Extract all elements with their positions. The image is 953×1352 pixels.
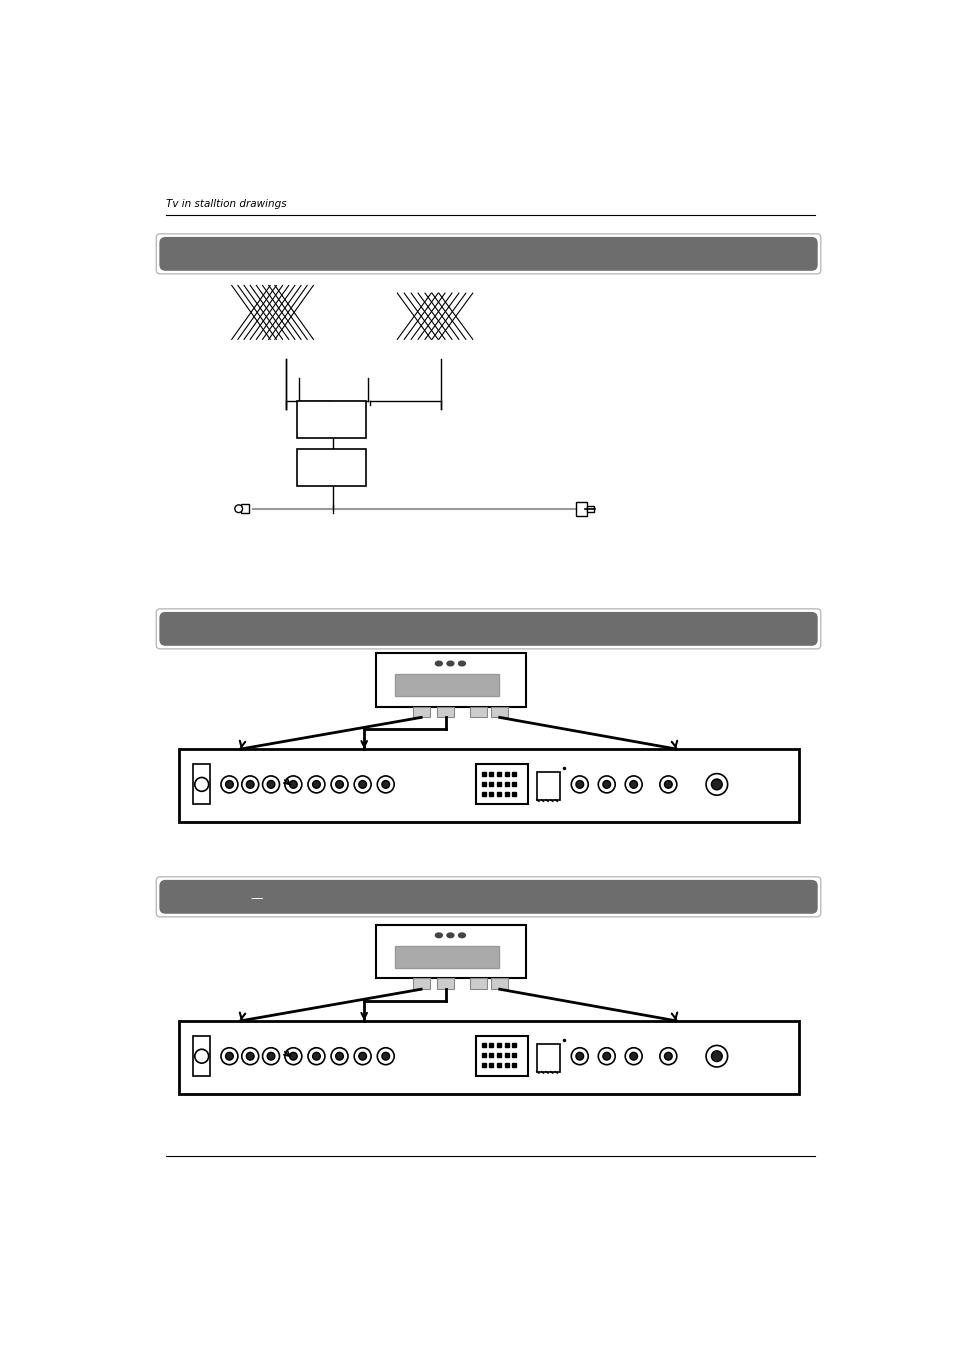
Circle shape (262, 776, 279, 792)
Bar (395, 675, 498, 696)
Circle shape (381, 1052, 389, 1060)
Circle shape (659, 1048, 676, 1064)
Bar (193, 1036, 210, 1076)
Bar (413, 707, 429, 718)
Bar (537, 772, 559, 800)
Circle shape (225, 1052, 233, 1060)
Circle shape (598, 776, 615, 792)
Circle shape (241, 776, 258, 792)
Circle shape (576, 1052, 583, 1060)
Bar (297, 402, 366, 438)
Circle shape (225, 780, 233, 788)
Circle shape (376, 1048, 394, 1064)
Bar (395, 946, 498, 968)
Circle shape (331, 776, 348, 792)
Bar (413, 979, 429, 990)
Bar (491, 979, 508, 990)
Circle shape (194, 777, 209, 791)
Circle shape (376, 776, 394, 792)
Bar (537, 1044, 559, 1072)
FancyBboxPatch shape (156, 877, 820, 917)
Circle shape (624, 776, 641, 792)
Circle shape (624, 1048, 641, 1064)
Circle shape (711, 1051, 721, 1061)
Ellipse shape (458, 661, 465, 665)
Bar (476, 764, 528, 804)
Circle shape (602, 780, 610, 788)
Bar (375, 925, 525, 979)
Bar (436, 979, 454, 990)
Circle shape (267, 1052, 274, 1060)
FancyBboxPatch shape (159, 237, 817, 270)
Ellipse shape (447, 933, 454, 938)
Circle shape (285, 1048, 301, 1064)
Bar (375, 653, 525, 707)
Ellipse shape (435, 933, 442, 938)
Circle shape (267, 780, 274, 788)
Bar (179, 749, 799, 822)
Circle shape (598, 1048, 615, 1064)
Circle shape (308, 1048, 325, 1064)
Text: —: — (250, 892, 262, 904)
Bar (436, 707, 454, 718)
Circle shape (289, 1052, 297, 1060)
Circle shape (331, 1048, 348, 1064)
Circle shape (629, 1052, 637, 1060)
Circle shape (221, 1048, 237, 1064)
Circle shape (221, 776, 237, 792)
Bar (469, 979, 486, 990)
Bar (241, 504, 249, 514)
Circle shape (335, 1052, 343, 1060)
Circle shape (262, 1048, 279, 1064)
FancyBboxPatch shape (156, 608, 820, 649)
Circle shape (354, 1048, 371, 1064)
Bar (469, 707, 486, 718)
Bar (476, 1036, 528, 1076)
Ellipse shape (458, 933, 465, 938)
Bar (491, 707, 508, 718)
Circle shape (289, 780, 297, 788)
Circle shape (358, 780, 366, 788)
Circle shape (234, 504, 242, 512)
Circle shape (313, 1052, 320, 1060)
Circle shape (194, 1049, 209, 1063)
Circle shape (571, 776, 588, 792)
Circle shape (381, 780, 389, 788)
Circle shape (705, 1045, 727, 1067)
Text: Tv in stalltion drawings: Tv in stalltion drawings (166, 199, 286, 210)
Circle shape (358, 1052, 366, 1060)
Bar (179, 1021, 799, 1094)
Circle shape (664, 1052, 672, 1060)
Circle shape (659, 776, 676, 792)
Bar (193, 764, 210, 804)
Bar (297, 449, 366, 487)
Circle shape (705, 773, 727, 795)
Bar (586, 506, 594, 512)
Circle shape (335, 780, 343, 788)
Circle shape (246, 1052, 253, 1060)
Circle shape (241, 1048, 258, 1064)
Circle shape (711, 779, 721, 790)
Circle shape (629, 780, 637, 788)
Circle shape (246, 780, 253, 788)
Circle shape (576, 780, 583, 788)
Circle shape (602, 1052, 610, 1060)
Bar (576, 502, 586, 515)
Circle shape (664, 780, 672, 788)
Circle shape (308, 776, 325, 792)
Circle shape (354, 776, 371, 792)
FancyBboxPatch shape (159, 880, 817, 914)
FancyBboxPatch shape (156, 234, 820, 274)
Ellipse shape (447, 661, 454, 665)
Circle shape (313, 780, 320, 788)
FancyBboxPatch shape (159, 612, 817, 646)
Circle shape (571, 1048, 588, 1064)
Circle shape (285, 776, 301, 792)
Ellipse shape (435, 661, 442, 665)
